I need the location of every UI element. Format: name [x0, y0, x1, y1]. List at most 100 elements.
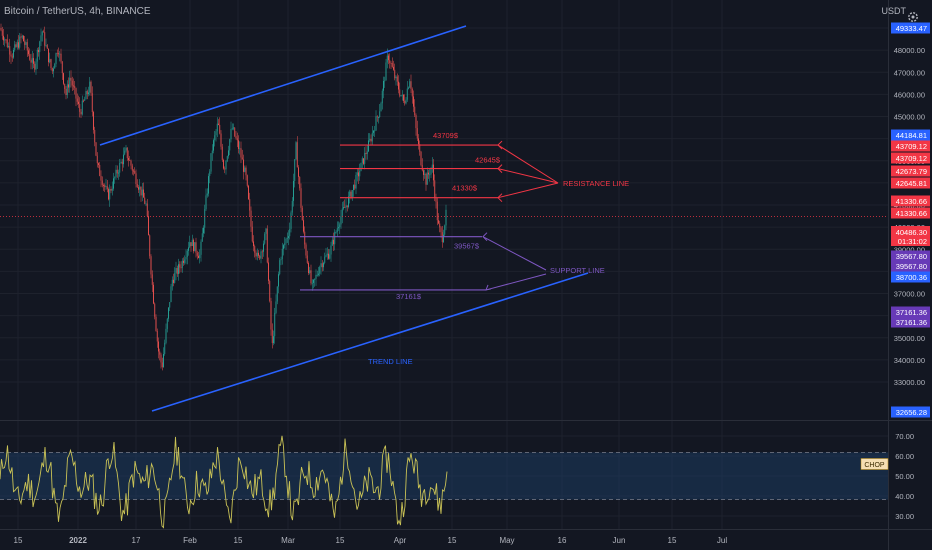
candle[interactable] [81, 95, 83, 116]
candle[interactable] [283, 244, 284, 256]
candle[interactable] [259, 254, 261, 261]
candle[interactable] [213, 138, 214, 154]
candle[interactable] [34, 61, 36, 73]
candle[interactable] [94, 126, 96, 147]
candle[interactable] [109, 184, 111, 207]
price-badge[interactable]: 37161.36 [891, 306, 930, 318]
price-badge[interactable]: 43709.12 [891, 140, 930, 152]
candle[interactable] [224, 166, 226, 174]
candle[interactable] [116, 165, 118, 178]
candle[interactable] [208, 173, 209, 197]
price-badge[interactable]: 43709.12 [891, 152, 930, 164]
candle[interactable] [369, 133, 371, 143]
candle[interactable] [311, 279, 313, 291]
candle[interactable] [289, 222, 291, 240]
candle[interactable] [325, 247, 327, 258]
support-arrow[interactable] [482, 236, 547, 271]
candle[interactable] [343, 201, 344, 211]
candle[interactable] [126, 147, 128, 161]
candle[interactable] [279, 257, 281, 276]
candle[interactable] [110, 186, 112, 194]
candle[interactable] [138, 184, 139, 193]
candle[interactable] [354, 179, 356, 191]
candle[interactable] [119, 158, 121, 177]
candle[interactable] [285, 237, 287, 250]
candle[interactable] [14, 40, 16, 52]
candle[interactable] [174, 267, 176, 284]
candle[interactable] [300, 183, 302, 213]
candle[interactable] [399, 82, 401, 98]
candle[interactable] [70, 70, 72, 88]
candle[interactable] [95, 142, 97, 157]
candle[interactable] [150, 254, 152, 279]
candle[interactable] [169, 302, 171, 312]
candle[interactable] [46, 43, 48, 49]
candle[interactable] [313, 279, 314, 289]
candle[interactable] [291, 197, 293, 216]
candle[interactable] [234, 127, 236, 138]
candle[interactable] [55, 52, 57, 68]
candle[interactable] [419, 140, 421, 156]
candle[interactable] [85, 87, 87, 100]
candle[interactable] [4, 37, 6, 47]
candle[interactable] [151, 270, 153, 293]
trend-line[interactable] [151, 272, 589, 412]
candle[interactable] [106, 180, 108, 193]
candle[interactable] [330, 241, 332, 262]
candle[interactable] [250, 206, 252, 232]
candle[interactable] [381, 88, 383, 110]
candle[interactable] [379, 104, 381, 119]
candle[interactable] [431, 157, 433, 173]
candle[interactable] [143, 182, 144, 198]
candle[interactable] [220, 130, 222, 150]
candle[interactable] [30, 53, 32, 70]
chop-line[interactable] [0, 435, 448, 529]
price-badge[interactable]: 32656.28 [891, 406, 930, 418]
candle[interactable] [133, 168, 134, 176]
candle[interactable] [261, 249, 263, 260]
candle[interactable] [414, 99, 416, 117]
candle[interactable] [56, 49, 58, 57]
candle[interactable] [315, 269, 317, 286]
candle[interactable] [281, 242, 283, 265]
candle[interactable] [400, 95, 402, 97]
candle[interactable] [173, 273, 174, 287]
candle[interactable] [423, 168, 424, 181]
candle[interactable] [408, 86, 409, 90]
candle[interactable] [246, 174, 248, 188]
chop-badge[interactable]: CHOP [860, 458, 889, 470]
candle[interactable] [223, 158, 224, 170]
candle[interactable] [254, 244, 256, 258]
candle[interactable] [73, 78, 74, 91]
candle[interactable] [231, 123, 233, 131]
candle[interactable] [229, 138, 231, 156]
candle[interactable] [186, 248, 188, 265]
candle[interactable] [358, 167, 359, 185]
candle[interactable] [265, 227, 267, 241]
candle[interactable] [144, 192, 146, 205]
candle[interactable] [45, 38, 47, 48]
candle[interactable] [278, 271, 279, 294]
candle[interactable] [121, 158, 123, 172]
candle[interactable] [76, 93, 78, 105]
candle[interactable] [161, 357, 163, 371]
candle[interactable] [303, 216, 304, 234]
candle[interactable] [395, 75, 397, 86]
candle[interactable] [105, 178, 107, 191]
candle[interactable] [380, 101, 382, 112]
candle[interactable] [396, 73, 398, 86]
candle[interactable] [271, 323, 273, 349]
candle[interactable] [398, 75, 399, 94]
candle[interactable] [190, 242, 192, 252]
chart-drawings[interactable]: TREND LINE 43709$ 42645$ 41330$ 39567$ 37161$… [0, 25, 888, 412]
candle[interactable] [344, 199, 346, 208]
candle[interactable] [104, 183, 106, 192]
candle[interactable] [179, 261, 181, 274]
candle[interactable] [438, 213, 439, 225]
candle[interactable] [444, 224, 446, 237]
candle[interactable] [24, 35, 26, 50]
candle[interactable] [149, 234, 151, 259]
candle[interactable] [316, 270, 318, 277]
candle[interactable] [391, 57, 393, 68]
